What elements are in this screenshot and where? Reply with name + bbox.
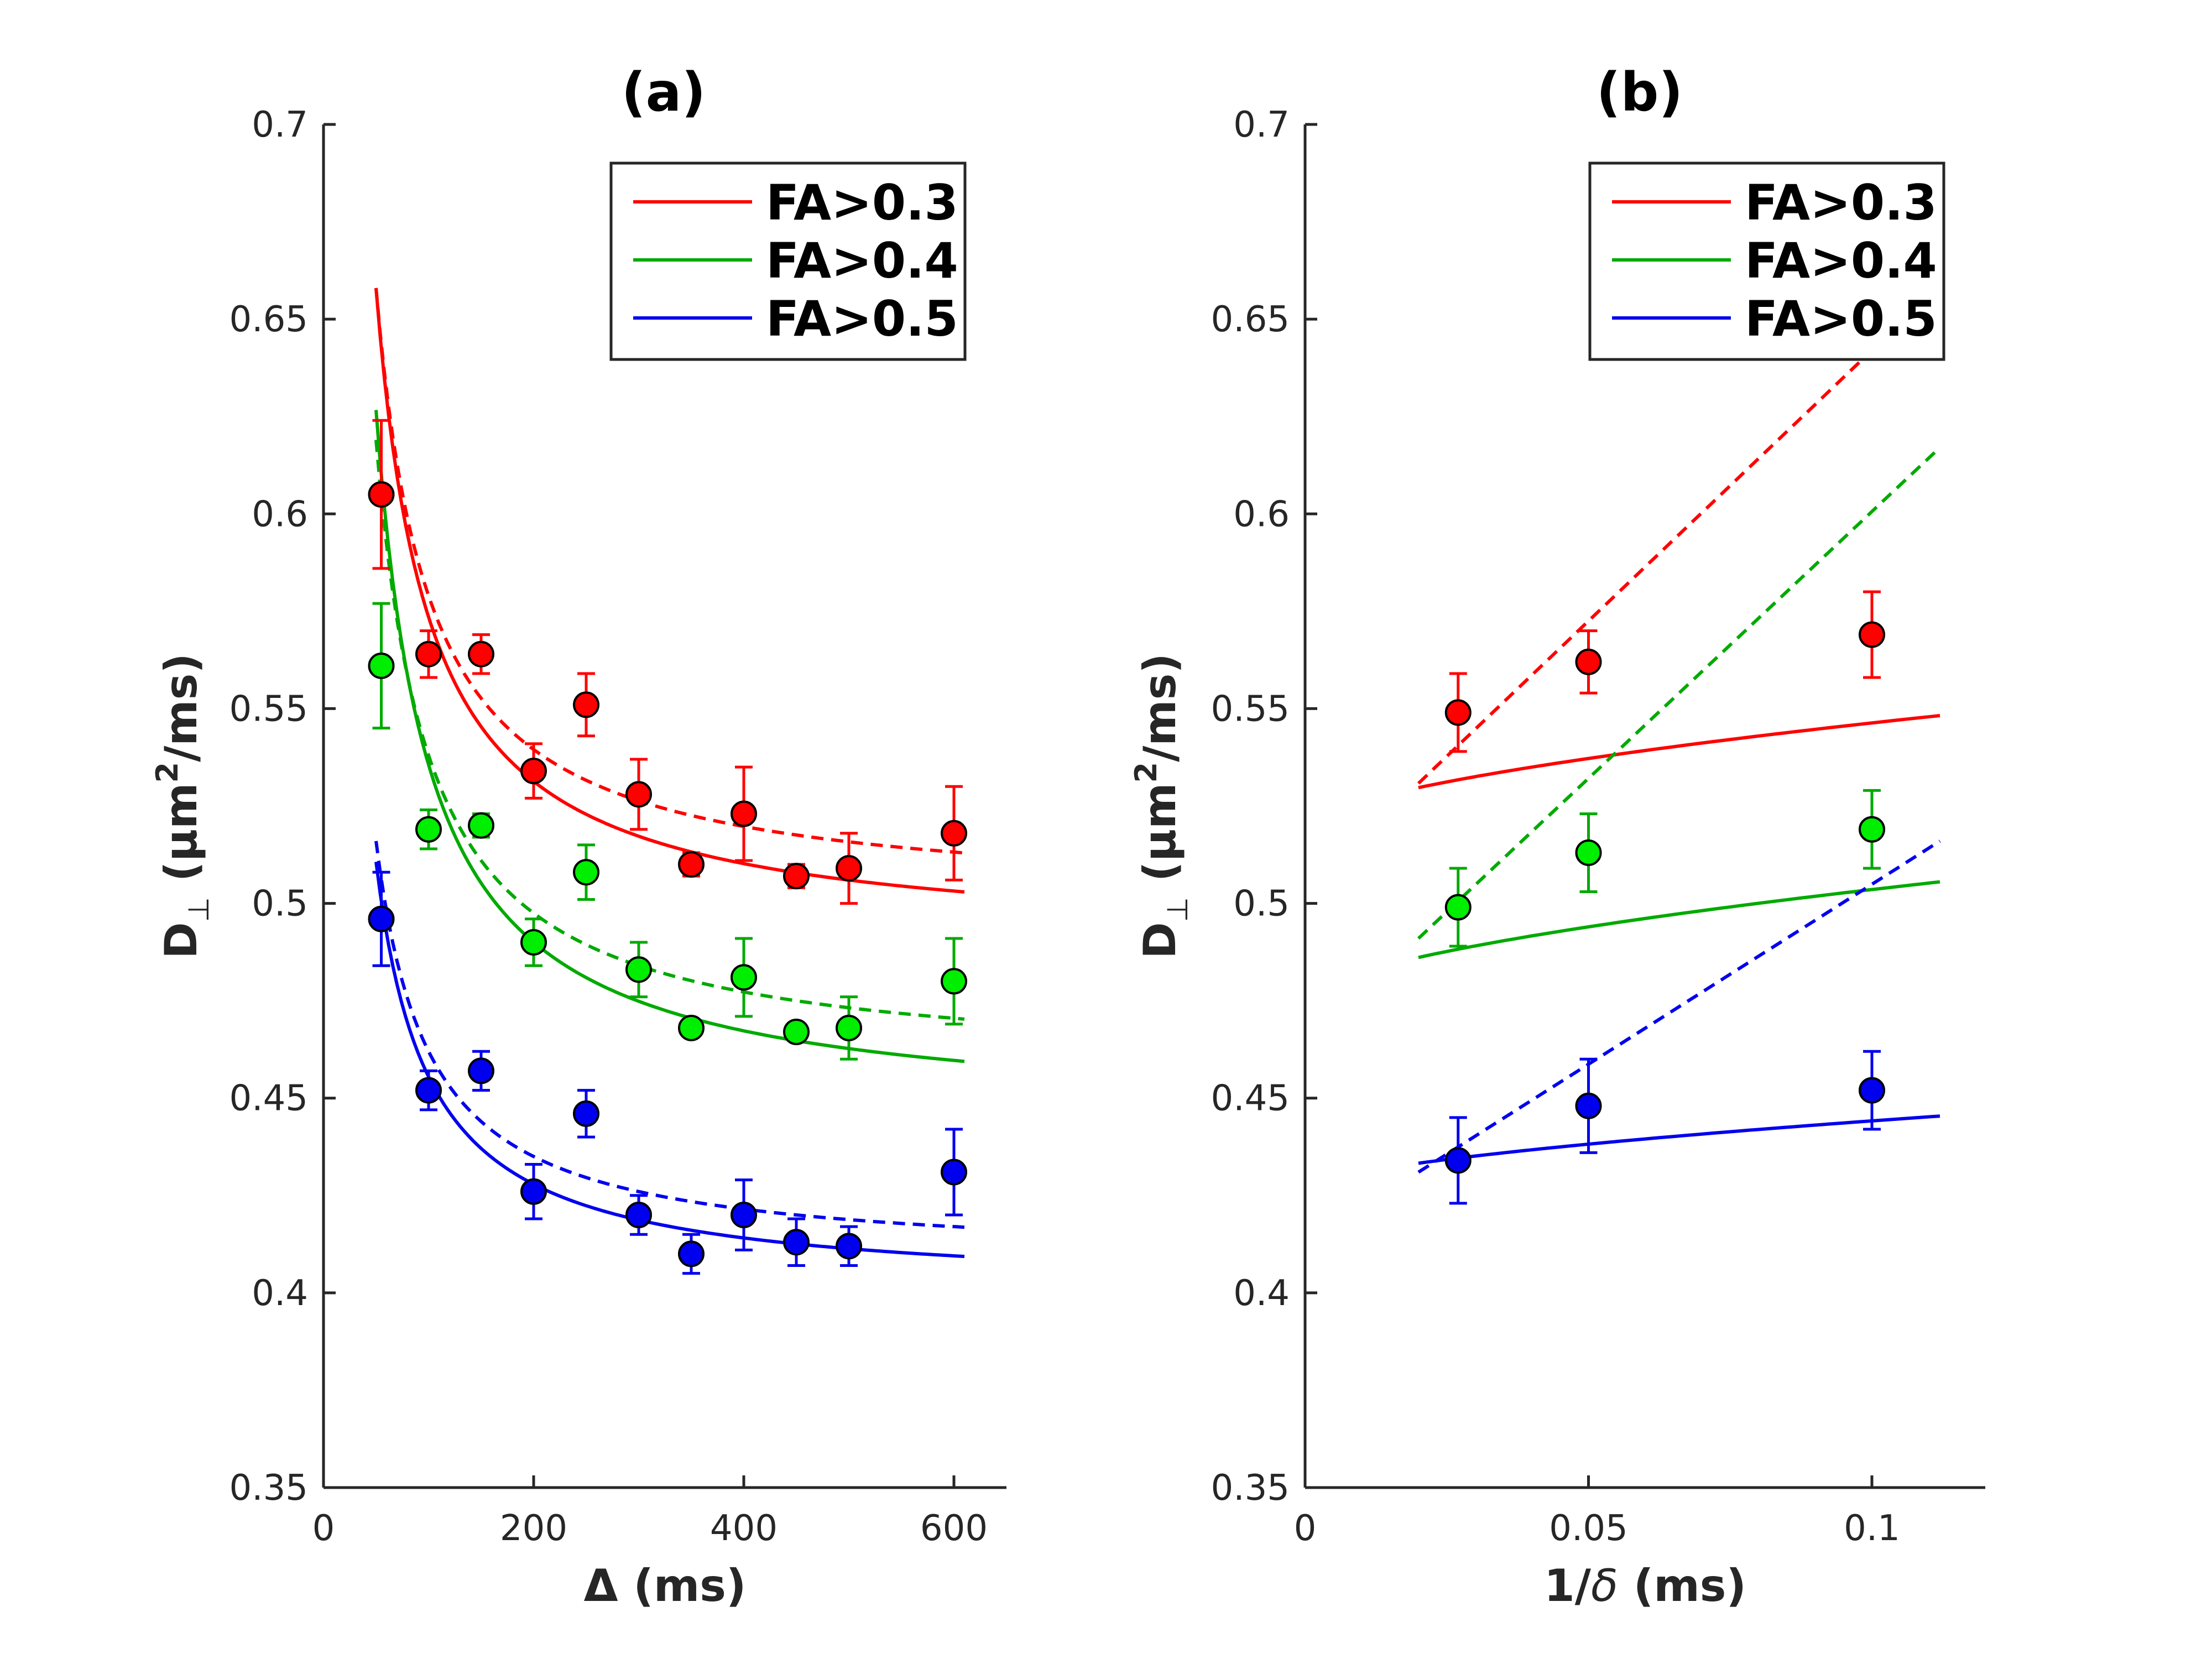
data-series-FA>0.4 — [1444, 789, 1885, 948]
data-point — [520, 758, 547, 785]
data-point — [1859, 816, 1885, 843]
data-point — [941, 820, 967, 847]
data-point — [415, 816, 442, 843]
y-tick-label: 0.55 — [1211, 688, 1290, 729]
data-series-FA>0.5 — [1444, 1050, 1885, 1205]
legend: FA>0.3FA>0.4FA>0.5 — [1588, 161, 1945, 361]
y-tick-label: 0.35 — [1211, 1468, 1290, 1509]
data-point — [625, 956, 652, 983]
y-tick-label: 0.65 — [229, 299, 309, 340]
data-series-FA>0.3 — [1444, 590, 1885, 753]
data-point — [1444, 1147, 1472, 1174]
legend-label: FA>0.4 — [766, 232, 958, 289]
y-tick-label: 0.7 — [252, 105, 308, 145]
panel-a: 0.35 0.4 0.45 0.5 0.55 0.6 0.65 0.7 0 200 400 600 (a… — [150, 61, 1006, 1611]
data-point — [520, 1178, 547, 1205]
data-point — [1575, 1092, 1602, 1119]
legend-label: FA>0.3 — [766, 174, 958, 231]
legend-label: FA>0.5 — [766, 290, 958, 347]
data-series-FA>0.4 — [368, 602, 967, 1061]
data-point — [731, 1202, 757, 1228]
y-tick-label: 0.55 — [229, 688, 309, 729]
data-point — [783, 1018, 810, 1045]
y-tick-label: 0.6 — [1233, 494, 1290, 535]
panel-title: (b) — [1597, 61, 1683, 123]
y-tick-label: 0.5 — [1233, 884, 1290, 925]
data-point — [836, 1233, 862, 1260]
y-axis-label: D⊥ (μm2/ms) — [150, 653, 216, 959]
data-point — [1575, 839, 1602, 867]
data-point — [468, 1057, 494, 1084]
x-axis-label: Δ (ms) — [584, 1560, 747, 1611]
data-point — [625, 781, 652, 808]
legend-label: FA>0.4 — [1745, 232, 1937, 289]
y-axis-label: D⊥ (μm2/ms) — [1129, 653, 1194, 959]
x-tick-label: 600 — [920, 1508, 988, 1549]
x-axis-label: 1/δ (ms) — [1544, 1560, 1746, 1611]
data-point — [573, 691, 599, 718]
data-point — [783, 863, 810, 890]
fit-line-dashed-FA>0.5 — [1417, 839, 1941, 1174]
x-tick-label: 0.05 — [1549, 1508, 1628, 1549]
data-point — [1859, 1077, 1885, 1104]
data-point — [1575, 648, 1602, 675]
data-point — [625, 1202, 652, 1228]
data-point — [468, 640, 494, 667]
data-point — [678, 1240, 705, 1267]
y-tick-label: 0.45 — [1211, 1078, 1290, 1119]
fit-curves — [1417, 284, 1942, 1174]
data-point — [468, 812, 494, 839]
panel-b: 0.35 0.4 0.45 0.5 0.55 0.6 0.65 0.7 0 0.05 0.1 (b) 1… — [1129, 61, 1985, 1611]
data-series-FA>0.3 — [368, 419, 967, 905]
data-point — [368, 652, 395, 679]
x-tick-label: 0.1 — [1844, 1508, 1900, 1549]
data-point — [368, 905, 395, 932]
data-point — [941, 968, 967, 995]
data-point — [415, 640, 442, 667]
fit-line-solid-FA>0.5 — [1418, 1114, 1940, 1165]
data-point — [678, 851, 705, 878]
data-point — [731, 964, 757, 991]
y-tick-label: 0.7 — [1233, 105, 1290, 145]
data-point — [731, 800, 757, 827]
fit-line-solid-FA>0.3 — [374, 288, 965, 894]
y-tick-label: 0.45 — [229, 1078, 309, 1119]
fit-line-solid-FA>0.3 — [1418, 714, 1940, 790]
y-tick-label: 0.4 — [252, 1273, 308, 1314]
fit-line-solid-FA>0.5 — [374, 862, 965, 1258]
data-point — [368, 481, 395, 508]
data-point — [783, 1229, 810, 1256]
data-point — [1444, 699, 1472, 726]
data-point — [941, 1159, 967, 1186]
y-tick-label: 0.35 — [229, 1468, 309, 1509]
x-tick-label: 400 — [710, 1508, 778, 1549]
panel-title: (a) — [622, 61, 706, 123]
data-point — [1444, 894, 1472, 921]
fit-curves — [374, 288, 965, 1258]
y-tick-label: 0.4 — [1233, 1273, 1290, 1314]
fit-line-solid-FA>0.4 — [374, 410, 965, 1063]
legend-label: FA>0.5 — [1745, 290, 1937, 347]
y-tick-label: 0.65 — [1211, 299, 1290, 340]
data-point — [573, 1100, 599, 1127]
fit-line-dashed-FA>0.4 — [374, 440, 965, 1021]
fit-line-dashed-FA>0.3 — [1417, 284, 1942, 785]
data-point — [836, 1014, 862, 1041]
legend-label: FA>0.3 — [1745, 174, 1937, 231]
data-point — [678, 1014, 705, 1041]
x-tick-label: 200 — [500, 1508, 567, 1549]
x-tick-label: 0 — [1294, 1508, 1317, 1549]
data-point — [1859, 621, 1885, 648]
y-tick-label: 0.5 — [252, 884, 308, 925]
fit-line-solid-FA>0.4 — [1418, 880, 1940, 959]
data-point — [520, 929, 547, 956]
data-point — [836, 855, 862, 882]
data-point — [415, 1077, 442, 1104]
data-point — [573, 859, 599, 886]
legend: FA>0.3FA>0.4FA>0.5 — [609, 161, 967, 361]
data-series-FA>0.5 — [368, 870, 967, 1275]
y-tick-label: 0.6 — [252, 494, 308, 535]
x-tick-label: 0 — [312, 1508, 335, 1549]
